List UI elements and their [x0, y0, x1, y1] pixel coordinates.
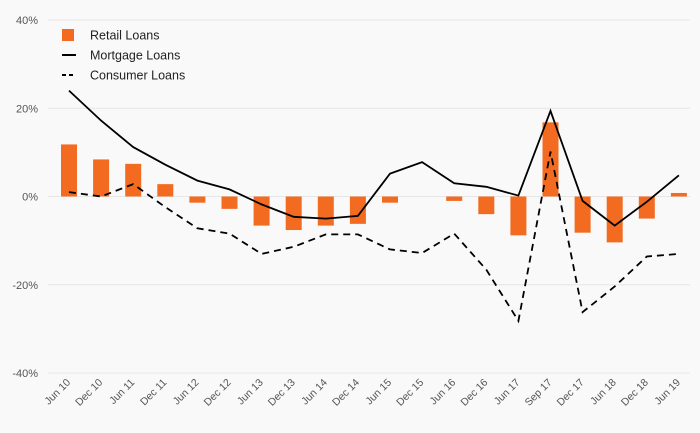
bar-retail-loans: [253, 196, 270, 226]
x-tick-label: Jun 12: [171, 377, 202, 408]
bar-retail-loans: [317, 196, 334, 226]
x-tick-label: Jun 14: [299, 377, 330, 408]
x-tick-label: Dec 17: [555, 377, 587, 409]
line-mortgage-loans: [68, 89, 680, 227]
y-tick-label: 20%: [16, 103, 38, 115]
x-tick-label: Jun 13: [235, 377, 266, 408]
x-tick-label: Dec 11: [138, 377, 170, 409]
legend-label: Retail Loans: [90, 29, 160, 43]
line-consumer-loans: [68, 151, 679, 324]
x-tick-label: Jun 18: [588, 377, 619, 408]
bar-retail-loans: [670, 192, 687, 197]
bar-retail-loans: [638, 196, 655, 219]
bar-retail-loans: [510, 196, 527, 236]
bar-retail-loans: [61, 144, 77, 197]
x-tick-label: Jun 11: [107, 377, 137, 407]
x-tick-label: Dec 18: [619, 377, 651, 409]
x-tick-label: Dec 13: [266, 377, 298, 409]
x-tick-label: Jun 16: [428, 377, 459, 408]
x-tick-label: Jun 15: [363, 377, 394, 408]
bar-retail-loans: [574, 196, 591, 233]
x-tick-label: Jun 10: [42, 377, 73, 408]
bar-retail-loans: [125, 163, 142, 197]
grid-layer: [48, 19, 690, 374]
x-tick-label: Dec 15: [394, 377, 426, 409]
x-tick-label: Dec 12: [202, 377, 234, 409]
bar-retail-loans: [157, 184, 174, 197]
bar-retail-loans: [285, 196, 302, 231]
y-axis: -40% -20% 0% 20% 40%: [12, 15, 38, 380]
lines-layer: [68, 89, 680, 324]
bar-retail-loans: [478, 196, 495, 215]
legend-label: Mortgage Loans: [90, 49, 180, 63]
bar-retail-loans: [221, 196, 238, 209]
bar-retail-loans: [542, 122, 559, 197]
bar-retail-loans: [606, 196, 623, 243]
legend: Retail Loans Mortgage Loans Consumer Loans: [62, 29, 185, 83]
legend-label: Consumer Loans: [90, 69, 185, 83]
x-tick-label: Dec 10: [73, 377, 105, 409]
bar-retail-loans: [93, 159, 110, 197]
x-tick-label: Dec 16: [458, 377, 490, 409]
bar-retail-loans: [382, 196, 398, 203]
x-tick-label: Jun 17: [492, 377, 523, 408]
x-axis: Jun 10 Dec 10 Jun 11 Dec 11 Jun 12 Dec 12 Jun …: [42, 377, 683, 409]
x-tick-label: Sep 17: [523, 377, 555, 409]
y-tick-label: 40%: [16, 15, 38, 27]
x-tick-label: Jun 19: [652, 377, 683, 408]
bars-layer: [61, 122, 687, 243]
y-tick-label: -20%: [12, 280, 38, 292]
legend-swatch-bar: [62, 29, 74, 41]
y-tick-label: 0%: [22, 192, 38, 204]
bar-retail-loans: [189, 196, 206, 203]
x-tick-label: Dec 14: [330, 377, 362, 409]
bar-retail-loans: [349, 196, 366, 224]
bar-retail-loans: [446, 196, 463, 201]
y-tick-label: -40%: [12, 368, 38, 380]
